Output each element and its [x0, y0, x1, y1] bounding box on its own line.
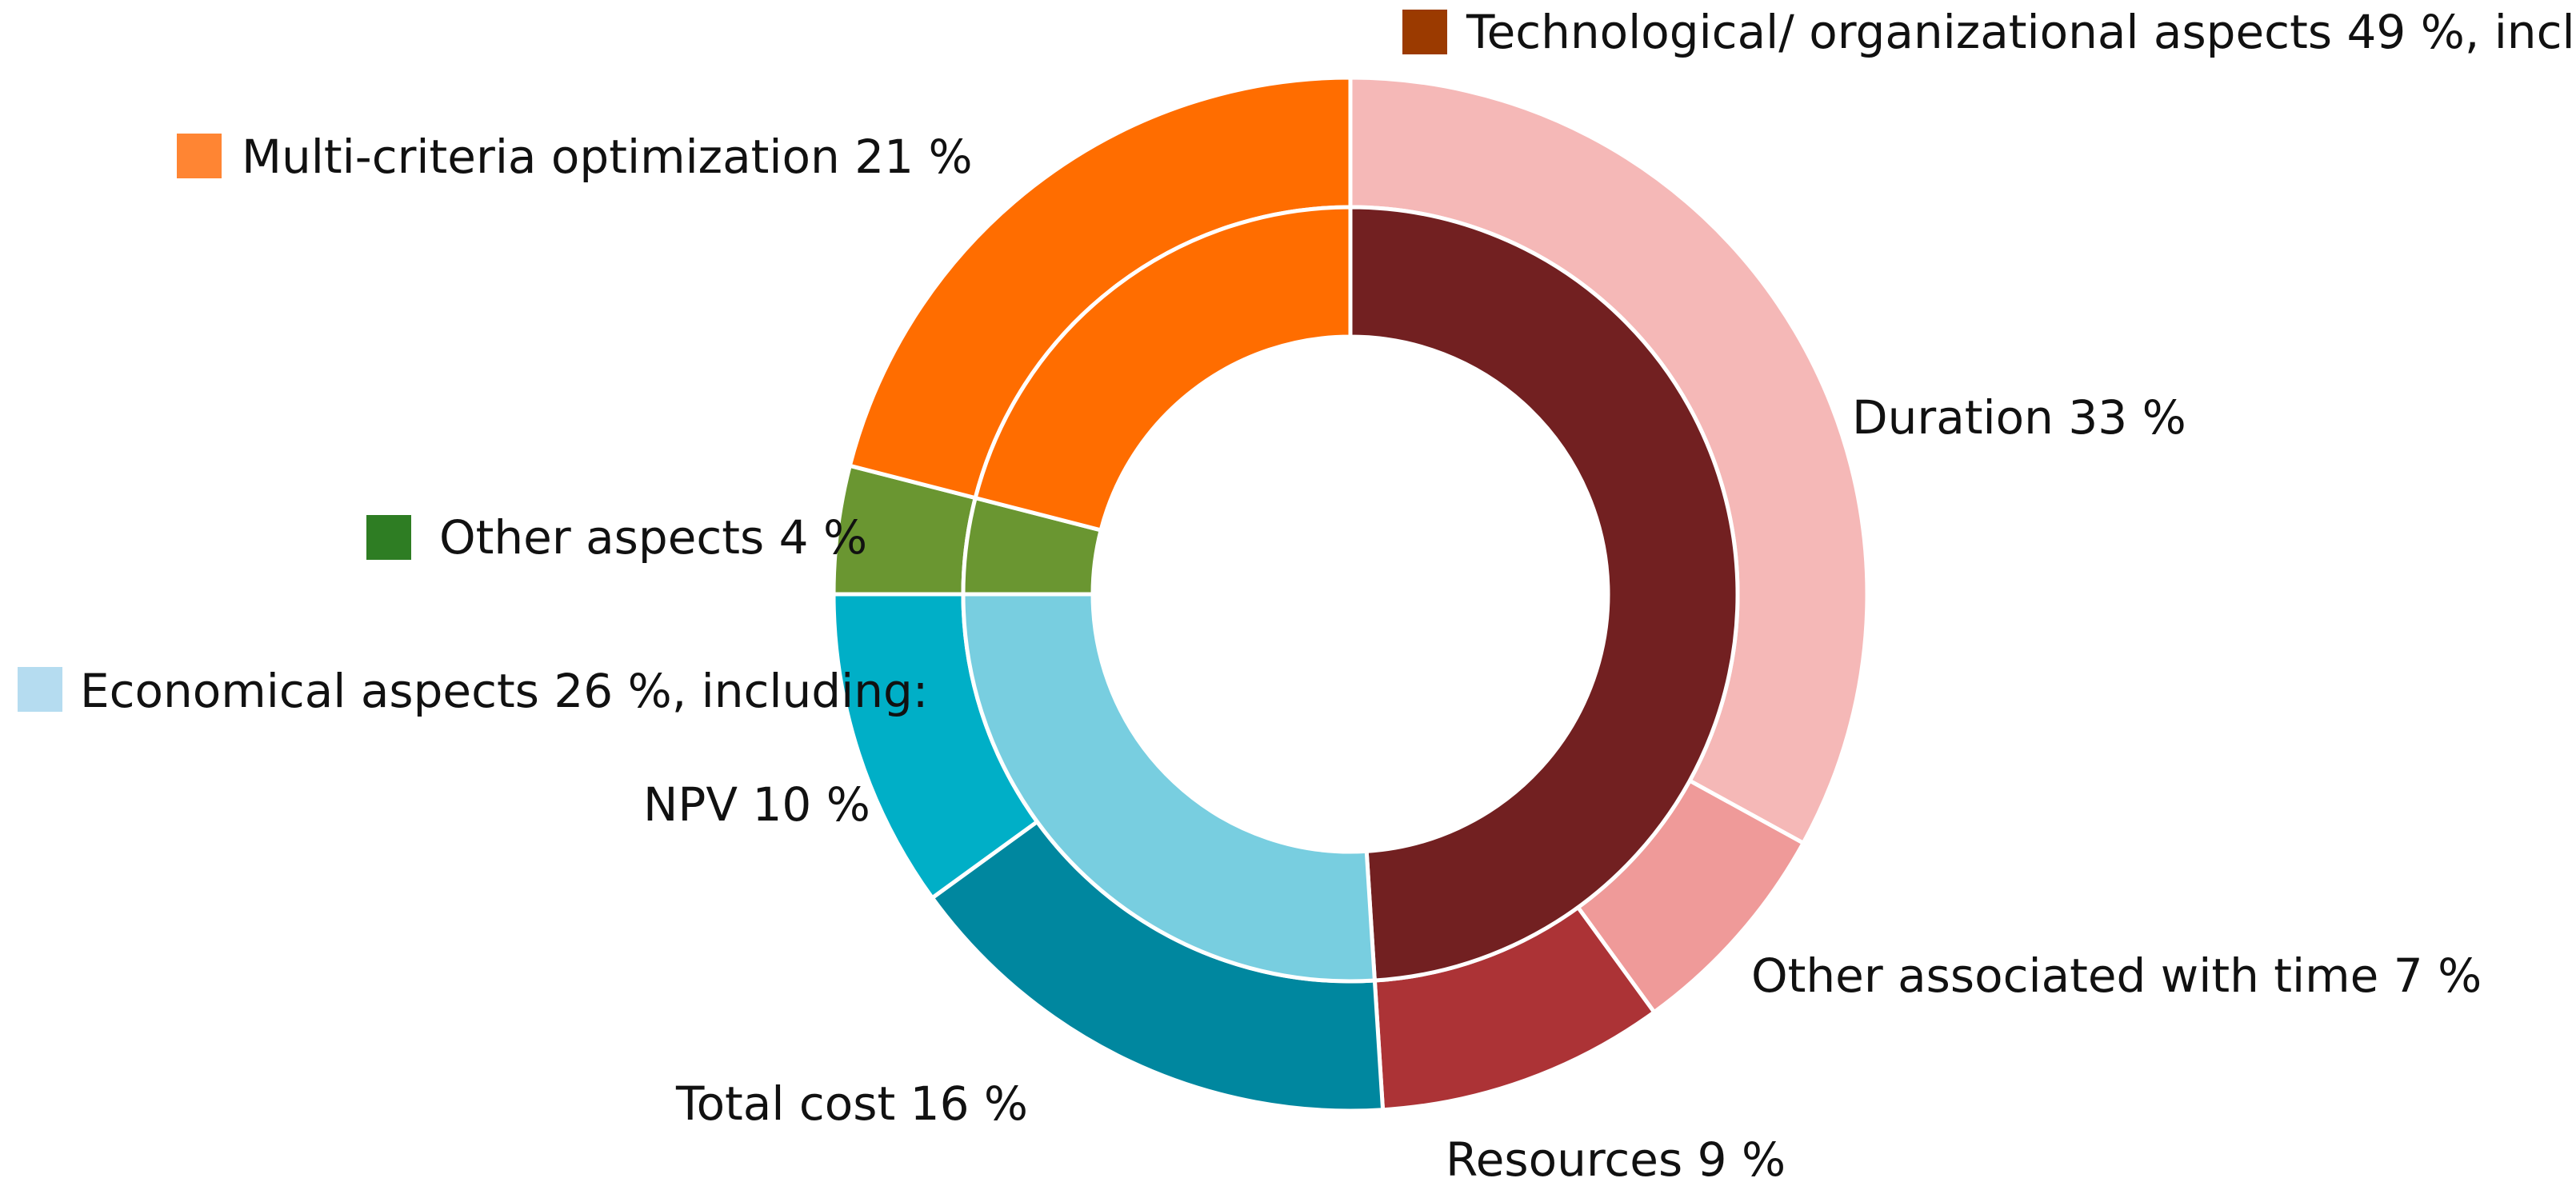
inner-slice-economical-aspects	[961, 592, 1377, 984]
legend-swatch-other-aspects	[366, 515, 411, 560]
legend-swatch-multi-criteria	[177, 134, 222, 178]
legend-item-multi-criteria: Multi-criteria optimization 21 %	[177, 130, 973, 184]
slice-label-npv: NPV 10 %	[643, 777, 870, 832]
slice-label-total-cost: Total cost 16 %	[675, 1076, 1028, 1131]
slice-labels: Duration 33 % Other associated with time…	[643, 390, 2482, 1187]
legend-label-technological: Technological/ organizational aspects 49…	[1466, 5, 2576, 59]
legend-item-technological: Technological/ organizational aspects 49…	[1402, 5, 2576, 59]
legend: Technological/ organizational aspects 49…	[18, 5, 2576, 718]
legend-swatch-technological	[1402, 10, 1447, 54]
legend-item-other-aspects: Other aspects 4 %	[366, 510, 867, 565]
legend-swatch-economical	[18, 667, 62, 712]
inner-slice-technological-organizational-aspects	[1348, 205, 1740, 983]
legend-label-other-aspects: Other aspects 4 %	[439, 510, 867, 565]
inner-ring	[961, 205, 1740, 984]
outer-ring	[831, 75, 1870, 1113]
slice-label-duration: Duration 33 %	[1852, 390, 2186, 445]
legend-item-economical: Economical aspects 26 %, including:	[18, 664, 928, 718]
inner-slice-multi-criteria-optimization	[973, 205, 1353, 533]
legend-label-multi-criteria: Multi-criteria optimization 21 %	[242, 130, 973, 184]
slice-label-resources: Resources 9 %	[1446, 1132, 1786, 1187]
legend-label-economical: Economical aspects 26 %, including:	[80, 664, 928, 718]
slice-label-other-time: Other associated with time 7 %	[1751, 948, 2482, 1003]
